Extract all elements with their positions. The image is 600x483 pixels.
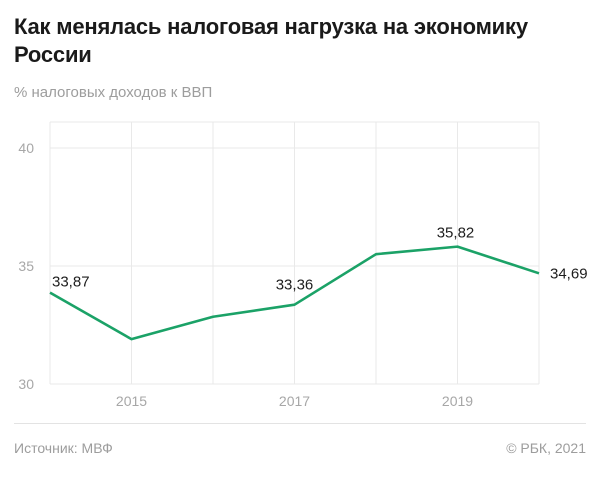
footer: Источник: МВФ © РБК, 2021	[14, 440, 586, 457]
copyright-label: © РБК, 2021	[506, 440, 586, 456]
x-tick-label-2015: 2015	[116, 393, 147, 409]
point-label-2017: 33,36	[276, 277, 314, 294]
point-label-2014: 33,87	[52, 274, 90, 291]
point-label-2020: 34,69	[550, 265, 588, 282]
y-tick-label: 35	[18, 258, 34, 274]
point-label-2019: 35,82	[437, 225, 475, 242]
x-tick-label-2017: 2017	[279, 393, 310, 409]
header: Как менялась налоговая нагрузка на эконо…	[14, 13, 598, 69]
footer-divider	[14, 423, 586, 424]
chart-subtitle: % налоговых доходов к ВВП	[14, 84, 213, 101]
x-tick-label-2019: 2019	[442, 393, 473, 409]
source-label: Источник: МВФ	[14, 440, 113, 456]
chart-title: Как менялась налоговая нагрузка на эконо…	[14, 14, 528, 67]
y-tick-label: 30	[18, 376, 34, 392]
y-tick-label: 40	[18, 140, 34, 156]
data-line	[49, 245, 540, 341]
